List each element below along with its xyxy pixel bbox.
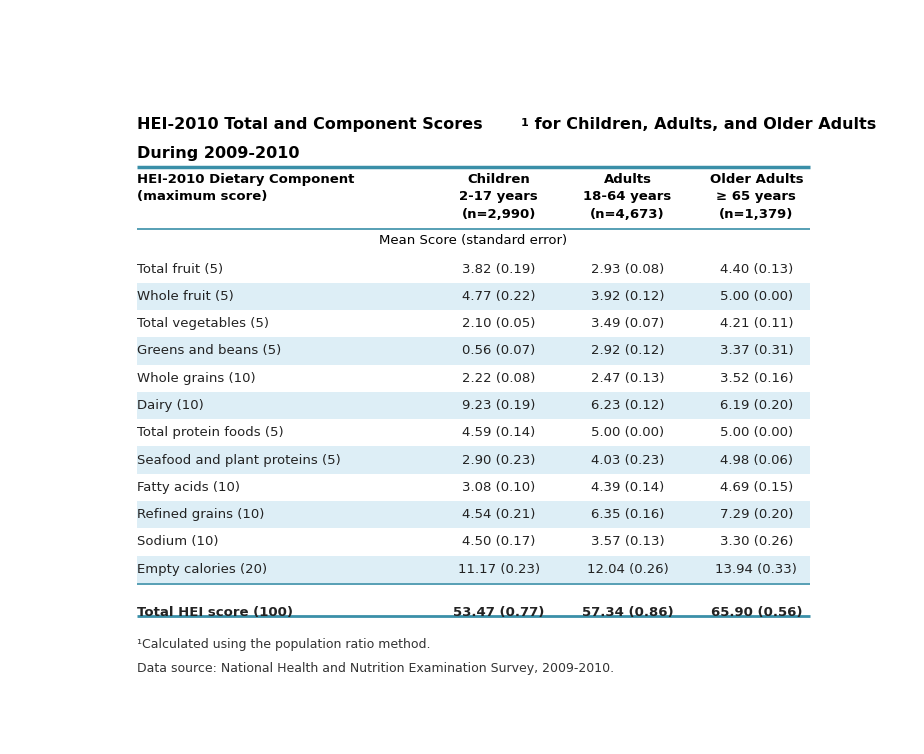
Text: HEI-2010 Total and Component Scores: HEI-2010 Total and Component Scores <box>137 117 482 132</box>
FancyBboxPatch shape <box>137 419 810 446</box>
Text: Empty calories (20): Empty calories (20) <box>137 562 267 575</box>
Text: 6.19 (0.20): 6.19 (0.20) <box>720 399 793 412</box>
FancyBboxPatch shape <box>137 256 810 283</box>
Text: 13.94 (0.33): 13.94 (0.33) <box>715 562 797 575</box>
Text: Sodium (10): Sodium (10) <box>137 535 218 548</box>
Text: 4.03 (0.23): 4.03 (0.23) <box>590 453 664 467</box>
Text: 6.23 (0.12): 6.23 (0.12) <box>590 399 664 412</box>
Text: Total fruit (5): Total fruit (5) <box>137 262 223 275</box>
Text: Seafood and plant proteins (5): Seafood and plant proteins (5) <box>137 453 341 467</box>
Text: 4.59 (0.14): 4.59 (0.14) <box>462 426 535 440</box>
Text: 4.39 (0.14): 4.39 (0.14) <box>590 481 664 494</box>
Text: ¹Calculated using the population ratio method.: ¹Calculated using the population ratio m… <box>137 638 431 651</box>
Text: 3.82 (0.19): 3.82 (0.19) <box>462 262 535 275</box>
Text: 12.04 (0.26): 12.04 (0.26) <box>587 562 668 575</box>
Text: 4.50 (0.17): 4.50 (0.17) <box>462 535 535 548</box>
Text: Refined grains (10): Refined grains (10) <box>137 508 264 521</box>
Text: 6.35 (0.16): 6.35 (0.16) <box>590 508 664 521</box>
Text: 5.00 (0.00): 5.00 (0.00) <box>720 426 793 440</box>
Text: Greens and beans (5): Greens and beans (5) <box>137 345 281 357</box>
FancyBboxPatch shape <box>137 283 810 310</box>
Text: 4.98 (0.06): 4.98 (0.06) <box>720 453 793 467</box>
Text: 53.47 (0.77): 53.47 (0.77) <box>453 606 544 619</box>
Text: Whole grains (10): Whole grains (10) <box>137 372 256 385</box>
Text: 1: 1 <box>521 118 529 128</box>
Text: for Children, Adults, and Older Adults: for Children, Adults, and Older Adults <box>529 117 876 132</box>
Text: 4.69 (0.15): 4.69 (0.15) <box>720 481 793 494</box>
Text: 11.17 (0.23): 11.17 (0.23) <box>457 562 540 575</box>
Text: 3.30 (0.26): 3.30 (0.26) <box>720 535 793 548</box>
Text: 3.57 (0.13): 3.57 (0.13) <box>590 535 664 548</box>
Text: 0.56 (0.07): 0.56 (0.07) <box>462 345 535 357</box>
Text: Children
2-17 years
(n=2,990): Children 2-17 years (n=2,990) <box>459 173 538 221</box>
Text: 2.10 (0.05): 2.10 (0.05) <box>462 317 535 330</box>
Text: 4.54 (0.21): 4.54 (0.21) <box>462 508 535 521</box>
Text: 4.21 (0.11): 4.21 (0.11) <box>720 317 793 330</box>
FancyBboxPatch shape <box>137 392 810 419</box>
Text: 65.90 (0.56): 65.90 (0.56) <box>711 606 802 619</box>
Text: Total vegetables (5): Total vegetables (5) <box>137 317 269 330</box>
Text: Older Adults
≥ 65 years
(n=1,379): Older Adults ≥ 65 years (n=1,379) <box>710 173 803 221</box>
Text: 3.92 (0.12): 3.92 (0.12) <box>590 290 664 303</box>
Text: Total HEI score (100): Total HEI score (100) <box>137 606 293 619</box>
FancyBboxPatch shape <box>137 364 810 392</box>
Text: Mean Score (standard error): Mean Score (standard error) <box>380 234 567 247</box>
Text: 2.92 (0.12): 2.92 (0.12) <box>590 345 664 357</box>
Text: 4.77 (0.22): 4.77 (0.22) <box>462 290 535 303</box>
Text: Whole fruit (5): Whole fruit (5) <box>137 290 234 303</box>
FancyBboxPatch shape <box>137 474 810 501</box>
Text: Fatty acids (10): Fatty acids (10) <box>137 481 240 494</box>
FancyBboxPatch shape <box>137 446 810 474</box>
Text: 5.00 (0.00): 5.00 (0.00) <box>720 290 793 303</box>
FancyBboxPatch shape <box>137 529 810 556</box>
Text: 2.90 (0.23): 2.90 (0.23) <box>462 453 535 467</box>
Text: 2.93 (0.08): 2.93 (0.08) <box>590 262 664 275</box>
Text: 57.34 (0.86): 57.34 (0.86) <box>582 606 674 619</box>
Text: Dairy (10): Dairy (10) <box>137 399 203 412</box>
Text: 3.37 (0.31): 3.37 (0.31) <box>720 345 793 357</box>
Text: 2.22 (0.08): 2.22 (0.08) <box>462 372 535 385</box>
Text: Total protein foods (5): Total protein foods (5) <box>137 426 284 440</box>
Text: During 2009-2010: During 2009-2010 <box>137 146 299 161</box>
Text: 3.08 (0.10): 3.08 (0.10) <box>462 481 535 494</box>
FancyBboxPatch shape <box>137 337 810 364</box>
Text: 3.52 (0.16): 3.52 (0.16) <box>720 372 793 385</box>
Text: Data source: National Health and Nutrition Examination Survey, 2009-2010.: Data source: National Health and Nutriti… <box>137 663 614 676</box>
Text: 4.40 (0.13): 4.40 (0.13) <box>720 262 793 275</box>
FancyBboxPatch shape <box>137 556 810 583</box>
Text: HEI-2010 Dietary Component
(maximum score): HEI-2010 Dietary Component (maximum scor… <box>137 173 355 204</box>
Text: Adults
18-64 years
(n=4,673): Adults 18-64 years (n=4,673) <box>583 173 672 221</box>
Text: 3.49 (0.07): 3.49 (0.07) <box>590 317 664 330</box>
Text: 5.00 (0.00): 5.00 (0.00) <box>591 426 664 440</box>
FancyBboxPatch shape <box>137 501 810 529</box>
Text: 9.23 (0.19): 9.23 (0.19) <box>462 399 535 412</box>
Text: 2.47 (0.13): 2.47 (0.13) <box>590 372 664 385</box>
Text: 7.29 (0.20): 7.29 (0.20) <box>720 508 793 521</box>
FancyBboxPatch shape <box>137 310 810 337</box>
